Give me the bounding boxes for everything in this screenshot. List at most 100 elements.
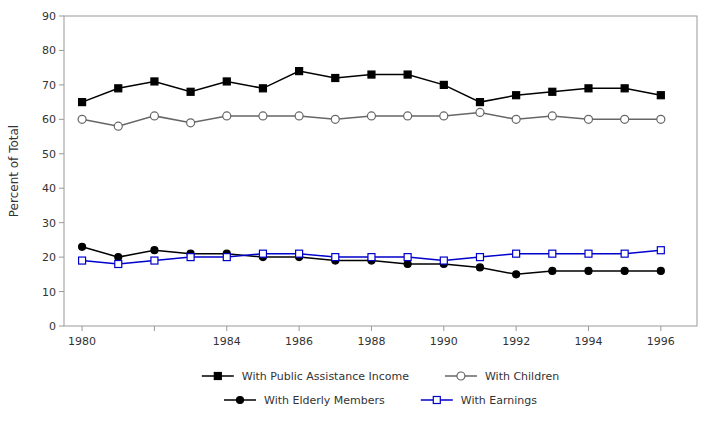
series-marker [151,78,158,85]
legend-label: With Children [485,370,559,383]
series-marker [512,115,520,123]
series-marker [585,250,592,257]
x-tick [443,326,444,331]
x-tick-label: 1996 [647,335,675,348]
series-marker [440,81,447,88]
series-marker [115,85,122,92]
series-line [82,112,661,126]
series-marker [259,250,266,257]
series-marker [513,92,520,99]
series-marker [621,250,628,257]
legend-item: With Elderly Members [224,394,385,407]
series-marker [259,112,267,120]
x-tick-label: 1990 [430,335,458,348]
series-marker [440,257,447,264]
series-marker [549,250,556,257]
y-tick-label: 50 [42,148,56,161]
series-marker [548,112,556,120]
series-marker [368,254,375,261]
series-marker [476,99,483,106]
x-tick [154,326,155,331]
series-marker [187,88,194,95]
series-marker [476,254,483,261]
series-marker [78,115,86,123]
series-marker [513,271,520,278]
series-marker [549,88,556,95]
y-tick [59,291,64,292]
y-axis-label: Percent of Total [7,125,21,217]
series-marker [223,254,230,261]
legend-label: With Earnings [461,394,537,407]
y-axis: 0102030405060708090 [42,10,64,333]
series-marker [295,112,303,120]
series [79,243,665,278]
series-marker [296,250,303,257]
series-marker [585,267,592,274]
y-tick [59,188,64,189]
y-tick [59,119,64,120]
y-tick [59,153,64,154]
series-marker [404,254,411,261]
legend-marker [457,372,465,380]
y-tick-label: 10 [42,286,56,299]
x-tick-label: 1984 [213,335,241,348]
series [79,247,665,268]
series-marker [151,247,158,254]
chart: 0102030405060708090198019841986198819901… [0,0,715,438]
y-tick-label: 30 [42,217,56,230]
y-tick-label: 90 [42,10,56,23]
series-marker [332,254,339,261]
legend-item: With Public Assistance Income [202,370,409,383]
legend-marker [236,397,243,404]
y-tick [59,222,64,223]
series-line [82,247,661,275]
legend-marker [433,397,440,404]
series-marker [404,112,412,120]
x-axis: 19801984198619881990199219941996 [68,326,675,348]
legend-label: With Public Assistance Income [242,370,409,383]
legend: With Public Assistance Income With Childr… [202,370,559,407]
series-marker [476,108,484,116]
series-marker [621,85,628,92]
legend-item: With Children [445,370,559,383]
series-marker [187,254,194,261]
series-marker [404,71,411,78]
x-tick-label: 1986 [285,335,313,348]
series-marker [513,250,520,257]
series-marker [332,75,339,82]
series-marker [223,78,230,85]
series [79,68,665,106]
legend-marker [214,373,221,380]
x-tick-label: 1988 [357,335,385,348]
series [78,108,665,130]
y-tick-label: 70 [42,79,56,92]
data [78,68,665,278]
y-tick-label: 0 [49,320,56,333]
series-marker [151,257,158,264]
y-tick-label: 40 [42,182,56,195]
series-marker [404,261,411,268]
series-marker [114,122,122,130]
series-marker [79,243,86,250]
y-tick [59,257,64,258]
x-tick [371,326,372,331]
y-tick [59,50,64,51]
series-marker [259,85,266,92]
series-marker [367,112,375,120]
series-marker [115,254,122,261]
series-marker [657,247,664,254]
x-tick-label: 1992 [502,335,530,348]
y-tick [59,16,64,17]
series-marker [621,267,628,274]
y-tick-label: 20 [42,251,56,264]
series-marker [79,257,86,264]
series-marker [368,71,375,78]
series-marker [223,112,231,120]
series-marker [585,85,592,92]
series-marker [549,267,556,274]
x-tick [516,326,517,331]
series-marker [440,112,448,120]
series-marker [621,115,629,123]
x-tick [588,326,589,331]
x-tick-label: 1980 [68,335,96,348]
